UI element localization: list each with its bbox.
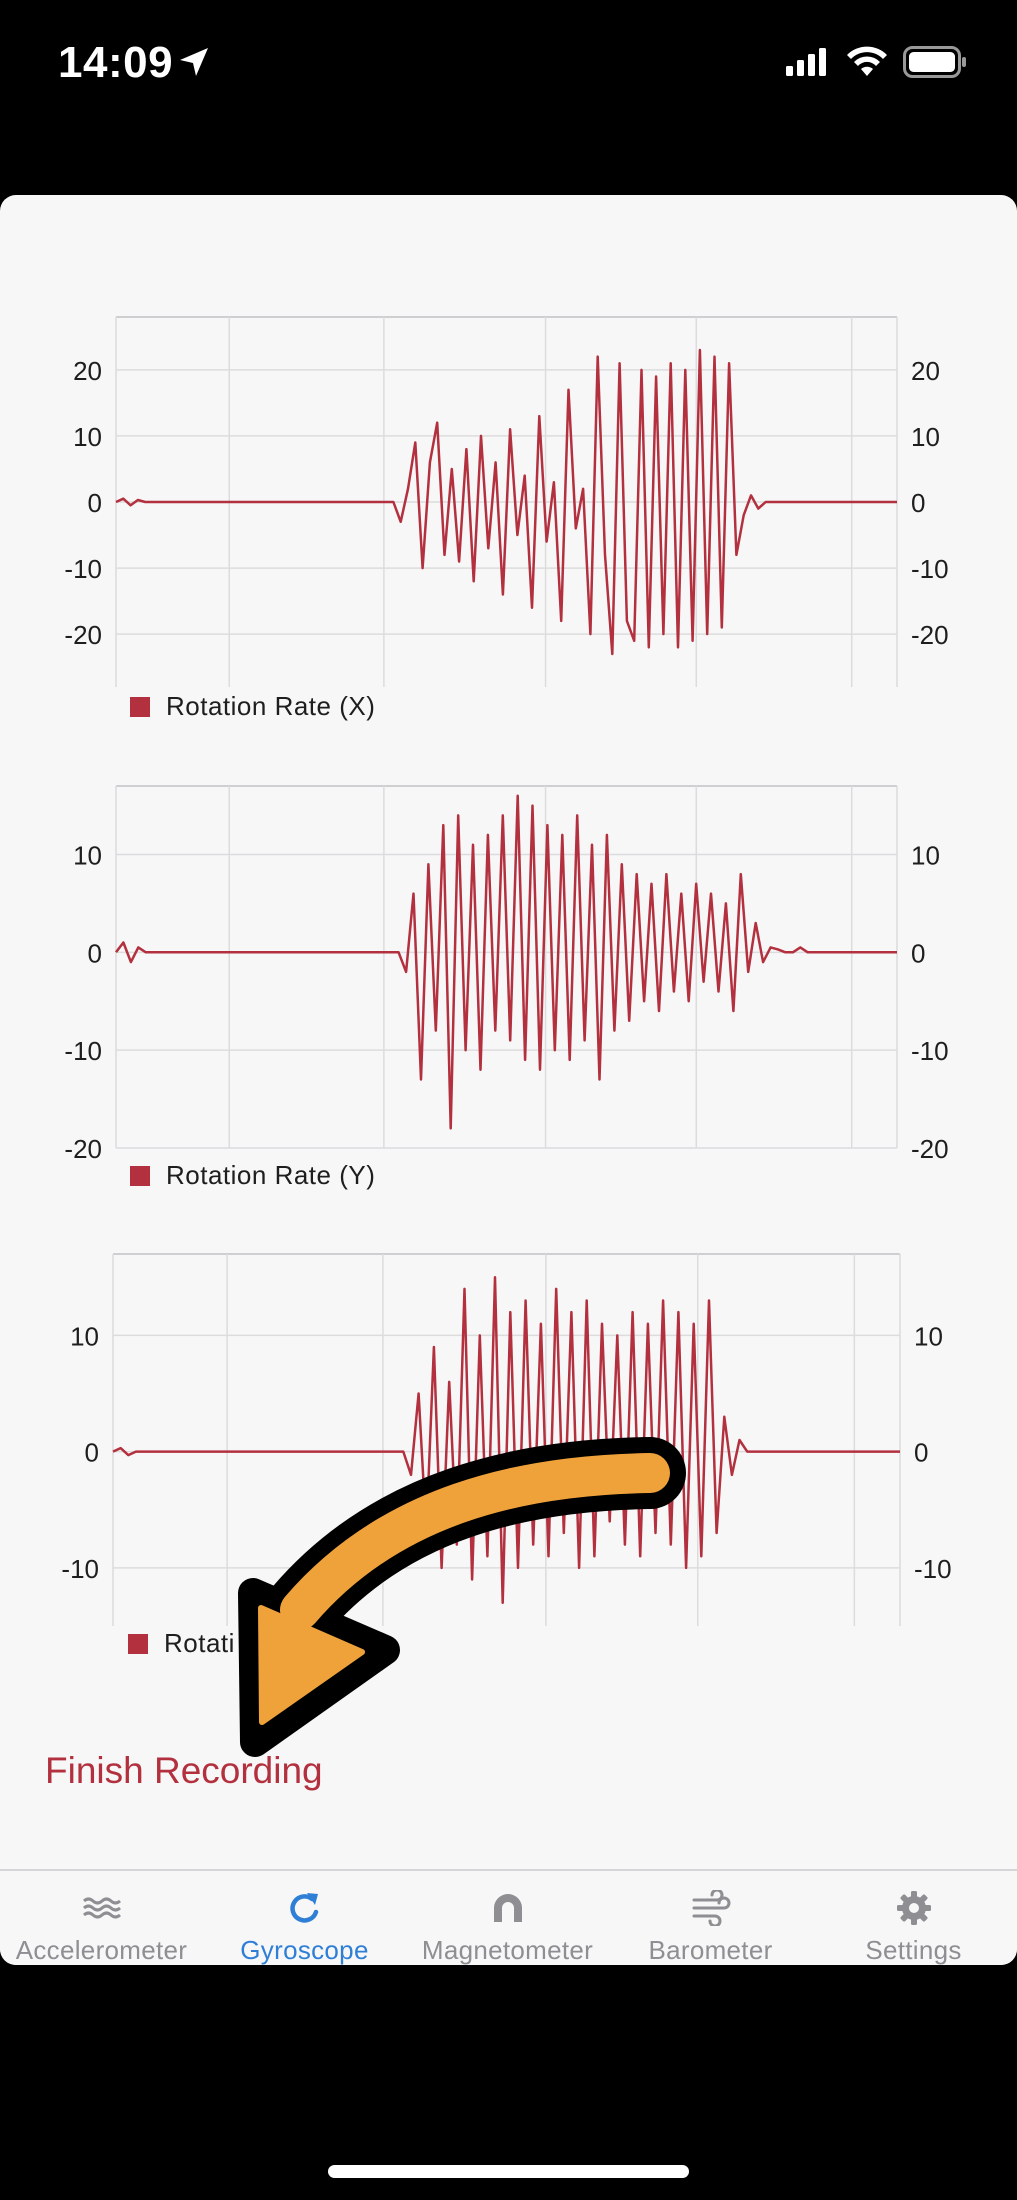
tab-gyroscope[interactable]: Gyroscope [203, 1871, 406, 1965]
legend-swatch [128, 1633, 148, 1654]
y-tick-right: -10 [911, 554, 949, 584]
y-tick-left: -10 [61, 1554, 99, 1584]
y-tick-right: 10 [914, 1321, 943, 1351]
legend-rotation-y: Rotation Rate (Y) [130, 1160, 375, 1191]
location-arrow-icon [180, 48, 208, 76]
y-tick-left: 10 [73, 840, 102, 870]
battery-icon [903, 46, 966, 78]
wifi-icon [847, 46, 887, 76]
magnet-icon [493, 1894, 522, 1922]
y-tick-left: -20 [64, 1134, 102, 1164]
tab-settings[interactable]: Settings [812, 1871, 1015, 1965]
tab-label: Settings [865, 1935, 962, 1965]
y-tick-right: 0 [911, 488, 925, 518]
y-tick-left: 20 [73, 356, 102, 386]
rotate-icon [289, 1893, 318, 1923]
legend-swatch [130, 696, 150, 717]
charts-canvas: 20 20 10 10 0 0 -10 -10 -20 -20 10 10 0 0 -10 -10 -20 -20… [61, 316, 952, 1626]
sensor-card: 20 20 10 10 0 0 -10 -10 -20 -20 10 10 0 0 -10 -10 -20 -20… [0, 195, 1017, 1965]
cellular-signal-icon [786, 48, 826, 76]
y-tick-left: -10 [64, 1036, 102, 1066]
y-tick-right: 0 [911, 938, 925, 968]
y-tick-left: -10 [64, 554, 102, 584]
tab-accelerometer[interactable]: Accelerometer [0, 1871, 203, 1965]
finish-recording-button[interactable]: Finish Recording [45, 1750, 323, 1791]
y-tick-left: 10 [73, 422, 102, 452]
tab-label: Accelerometer [15, 1935, 188, 1965]
legend-rotation-z: Rotati [128, 1628, 235, 1659]
chart-3: 10 10 0 0 -10 -10 [61, 1253, 952, 1626]
tab-magnetometer[interactable]: Magnetometer [406, 1871, 609, 1965]
home-indicator [328, 2165, 689, 2178]
legend-label: Rotation Rate (Y) [166, 1160, 376, 1190]
legend-rotation-x: Rotation Rate (X) [130, 691, 375, 722]
y-tick-right: -20 [911, 1134, 949, 1164]
series-line [115, 348, 897, 656]
tab-bar: Accelerometer Gyroscope Magnetometer [0, 1869, 1017, 1965]
gear-icon [896, 1891, 931, 1925]
y-tick-right: -10 [911, 1036, 949, 1066]
y-tick-right: 0 [914, 1438, 928, 1468]
series-line [112, 1276, 900, 1605]
status-time: 14:09 [58, 38, 174, 87]
y-tick-left: 0 [85, 1438, 99, 1468]
chart-1: 20 20 10 10 0 0 -10 -10 -20 -20 [64, 316, 949, 687]
y-tick-right: 20 [911, 356, 940, 386]
tab-label: Barometer [648, 1935, 773, 1965]
y-tick-right: 10 [911, 422, 940, 452]
y-tick-left: 0 [88, 488, 102, 518]
status-bar: 14:09 [0, 0, 1017, 130]
y-tick-left: 0 [88, 938, 102, 968]
tab-barometer[interactable]: Barometer [609, 1871, 812, 1965]
y-tick-left: -20 [64, 620, 102, 650]
tab-label: Magnetometer [421, 1935, 594, 1965]
y-tick-right: 10 [911, 840, 940, 870]
y-tick-left: 10 [70, 1321, 99, 1351]
legend-label: Rotation Rate (X) [166, 691, 376, 721]
legend-label: Rotati [164, 1628, 235, 1658]
series-line [115, 794, 897, 1130]
tab-label: Gyroscope [240, 1935, 369, 1965]
legend-swatch [130, 1165, 150, 1186]
y-tick-right: -20 [911, 620, 949, 650]
y-tick-right: -10 [914, 1554, 952, 1584]
chart-2: 10 10 0 0 -10 -10 -20 -20 [64, 785, 949, 1164]
waves-icon [82, 1897, 121, 1919]
wind-icon [692, 1890, 730, 1926]
